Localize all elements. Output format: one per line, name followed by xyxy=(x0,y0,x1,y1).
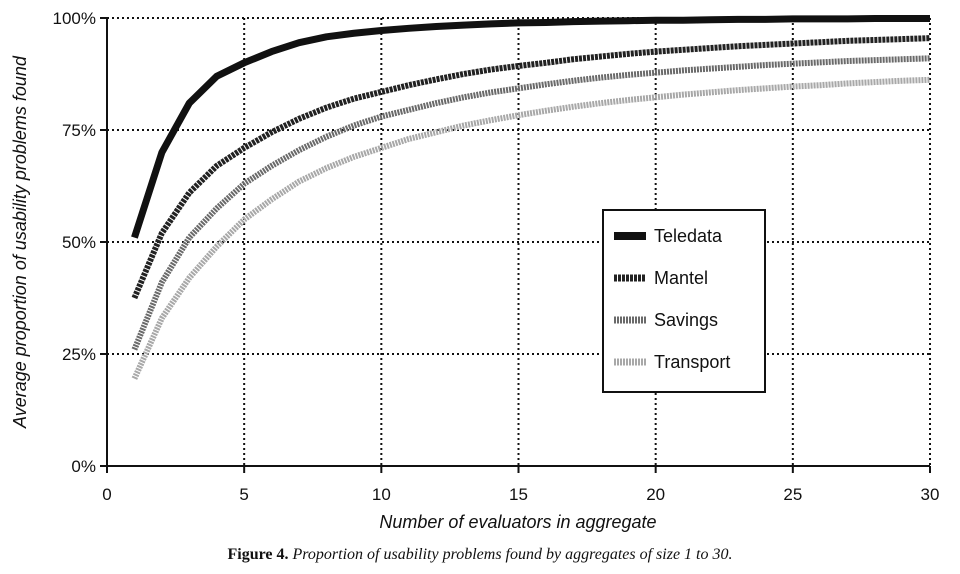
x-tick-label: 30 xyxy=(921,485,940,504)
figure-caption: Figure 4. Proportion of usability proble… xyxy=(0,546,960,564)
y-tick-label: 0% xyxy=(71,457,96,476)
y-tick-labels: 0% 25% 50% 75% 100% xyxy=(53,9,96,476)
series-lines xyxy=(131,14,931,380)
x-tick-label: 10 xyxy=(372,485,391,504)
legend-label-teledata: Teledata xyxy=(654,226,723,246)
legend-label-transport: Transport xyxy=(654,352,730,372)
series-line-savings xyxy=(131,55,931,351)
x-tick-labels: 0 5 10 15 20 25 30 xyxy=(102,485,939,504)
x-tick-label: 5 xyxy=(239,485,248,504)
x-axis-title: Number of evaluators in aggregate xyxy=(379,512,656,532)
x-tick-label: 20 xyxy=(646,485,665,504)
series-line-teledata xyxy=(131,14,930,239)
x-tick-label: 15 xyxy=(509,485,528,504)
series-line-transport xyxy=(131,76,931,380)
y-tick-label: 50% xyxy=(62,233,96,252)
x-tick-label: 25 xyxy=(783,485,802,504)
legend-label-savings: Savings xyxy=(654,310,718,330)
caption-text: Proportion of usability problems found b… xyxy=(292,546,733,563)
series-line-mantel xyxy=(131,35,931,300)
y-axis-title: Average proportion of usability problems… xyxy=(10,55,30,429)
x-tick-label: 0 xyxy=(102,485,111,504)
legend-label-mantel: Mantel xyxy=(654,268,708,288)
y-tick-label: 25% xyxy=(62,345,96,364)
y-tick-label: 75% xyxy=(62,121,96,140)
y-tick-label: 100% xyxy=(53,9,96,28)
chart: 0 5 10 15 20 25 30 0% 25% 50% 75% 100% Number of e… xyxy=(10,9,939,532)
caption-label: Figure 4. xyxy=(227,546,289,563)
axes xyxy=(100,17,931,473)
legend: Teledata Mantel Savings Transport xyxy=(602,209,766,393)
